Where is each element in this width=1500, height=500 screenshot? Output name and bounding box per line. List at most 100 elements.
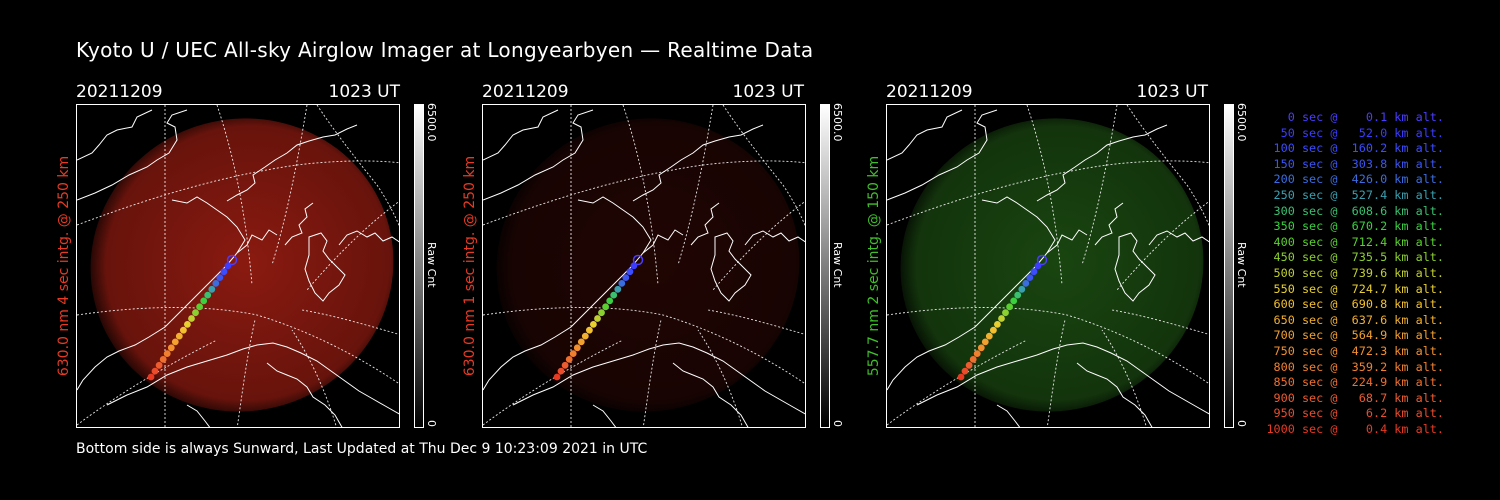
trajectory-point — [586, 326, 593, 334]
legend-row: 250 sec @ 527.4 km alt. — [1266, 187, 1444, 202]
trajectory-point — [630, 262, 638, 270]
coastline — [1046, 229, 1088, 254]
trajectory-point — [969, 355, 977, 363]
legend-row: 950 sec @ 6.2 km alt. — [1266, 406, 1444, 421]
legend-row: 650 sec @ 637.6 km alt. — [1266, 312, 1444, 327]
trajectory-point — [561, 361, 569, 369]
grid-line — [1026, 105, 1063, 286]
panel-2-time: 1023 UT — [732, 82, 805, 102]
trajectory-point — [196, 303, 203, 311]
trajectory-point — [994, 320, 1001, 328]
grid-line — [291, 329, 337, 427]
coastline — [77, 109, 153, 161]
trajectory-point — [981, 338, 989, 346]
trajectory-point — [192, 309, 199, 317]
legend-row: 900 sec @ 68.7 km alt. — [1266, 390, 1444, 405]
coastline — [887, 109, 963, 161]
trajectory-point — [224, 262, 232, 270]
coastline — [1036, 124, 1168, 202]
trajectory-point — [200, 297, 208, 305]
legend-row: 50 sec @ 52.0 km alt. — [1266, 125, 1444, 140]
legend-row: 0 sec @ 0.1 km alt. — [1266, 110, 1444, 124]
coastline — [744, 230, 805, 246]
trajectory-point — [569, 350, 577, 358]
coastline — [106, 342, 399, 415]
legend-row: 750 sec @ 472.3 km alt. — [1266, 343, 1444, 358]
trajectory-point — [220, 268, 228, 276]
legend-row: 1000 sec @ 0.4 km alt. — [1266, 421, 1444, 436]
trajectory-point — [610, 291, 618, 299]
panel-2-colorbar-max: 6500.0 — [831, 103, 844, 142]
legend-row: 400 sec @ 712.4 km alt. — [1266, 234, 1444, 249]
panel-2-colorbar — [820, 104, 830, 428]
trajectory-point — [151, 367, 159, 375]
grid-line — [622, 105, 659, 286]
panel-1-date: 20211209 — [76, 82, 163, 102]
grid-line — [1101, 329, 1147, 427]
panel-3-colorbar — [1224, 104, 1234, 428]
trajectory-point — [602, 303, 609, 311]
coastline — [304, 232, 346, 302]
coastline — [1076, 362, 1153, 427]
coastline — [186, 404, 211, 427]
coastline — [483, 109, 559, 161]
legend-row: 500 sec @ 739.6 km alt. — [1266, 265, 1444, 280]
trajectory-point — [553, 373, 561, 381]
trajectory-point — [180, 326, 187, 334]
sky-glow — [90, 118, 394, 412]
trajectory-point — [618, 279, 626, 287]
trajectory-point — [171, 338, 179, 346]
grid-line — [483, 339, 624, 426]
trajectory-point — [565, 355, 573, 363]
coastline — [690, 202, 720, 246]
trajectory-point — [1026, 274, 1034, 282]
coastline — [236, 229, 278, 254]
panel-3-date: 20211209 — [886, 82, 973, 102]
panel-2-colorbar-min: 0 — [831, 420, 844, 427]
panel-1-colorbar-unit: Raw Cnt — [425, 242, 438, 288]
coastline — [1148, 230, 1209, 246]
coastline — [512, 342, 805, 415]
grid-line — [316, 105, 399, 227]
trajectory-point — [598, 309, 605, 317]
coastline — [887, 109, 998, 201]
legend-row: 150 sec @ 303.8 km alt. — [1266, 156, 1444, 171]
trajectory-point — [626, 268, 634, 276]
panel-3-colorbar-unit: Raw Cnt — [1235, 242, 1248, 288]
panel-1-side-label: 630.0 nm 4 sec intg. @ 250 km — [56, 155, 72, 377]
trajectory-legend: 0 sec @ 0.1 km alt. 50 sec @ 52.0 km alt… — [1262, 110, 1444, 437]
trajectory-point — [557, 367, 565, 375]
trajectory-point — [175, 332, 183, 340]
panel-3-image — [886, 104, 1210, 428]
trajectory-point — [581, 332, 589, 340]
coastline — [284, 202, 314, 246]
trajectory-point — [1018, 285, 1026, 293]
footer-status: Bottom side is always Sunward, Last Upda… — [76, 441, 648, 457]
legend-row: 550 sec @ 724.7 km alt. — [1266, 281, 1444, 296]
coastline — [77, 196, 246, 391]
grid-line — [707, 309, 805, 335]
grid-line — [887, 307, 1209, 385]
trajectory-point — [1002, 309, 1009, 317]
panel-2-date: 20211209 — [482, 82, 569, 102]
panel-1-image — [76, 104, 400, 428]
trajectory-point — [1014, 291, 1022, 299]
trajectory-point — [1036, 254, 1048, 266]
panel-3-side-label: 557.7 nm 2 sec intg. @ 150 km — [866, 155, 882, 377]
trajectory-point — [573, 344, 581, 352]
sky-glow — [900, 118, 1204, 412]
panel-1-colorbar-max: 6500.0 — [425, 103, 438, 142]
grid-line — [301, 309, 399, 335]
trajectory-point — [632, 254, 644, 266]
legend-row: 200 sec @ 426.0 km alt. — [1266, 172, 1444, 187]
trajectory-point — [961, 367, 969, 375]
trajectory-point — [606, 297, 614, 305]
panel-3-time: 1023 UT — [1136, 82, 1209, 102]
coastline — [226, 124, 358, 202]
grid-line — [1111, 309, 1209, 335]
legend-row: 800 sec @ 359.2 km alt. — [1266, 359, 1444, 374]
trajectory-point — [155, 361, 163, 369]
grid-line — [483, 160, 805, 226]
legend-row: 350 sec @ 670.2 km alt. — [1266, 219, 1444, 234]
trajectory-point — [977, 344, 985, 352]
